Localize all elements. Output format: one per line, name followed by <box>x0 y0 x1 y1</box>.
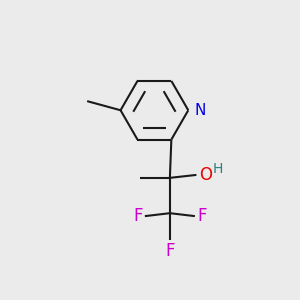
Text: F: F <box>197 207 207 225</box>
Text: F: F <box>133 207 142 225</box>
Text: O: O <box>199 166 212 184</box>
Text: F: F <box>165 242 175 260</box>
Text: N: N <box>195 103 206 118</box>
Text: H: H <box>213 162 223 176</box>
